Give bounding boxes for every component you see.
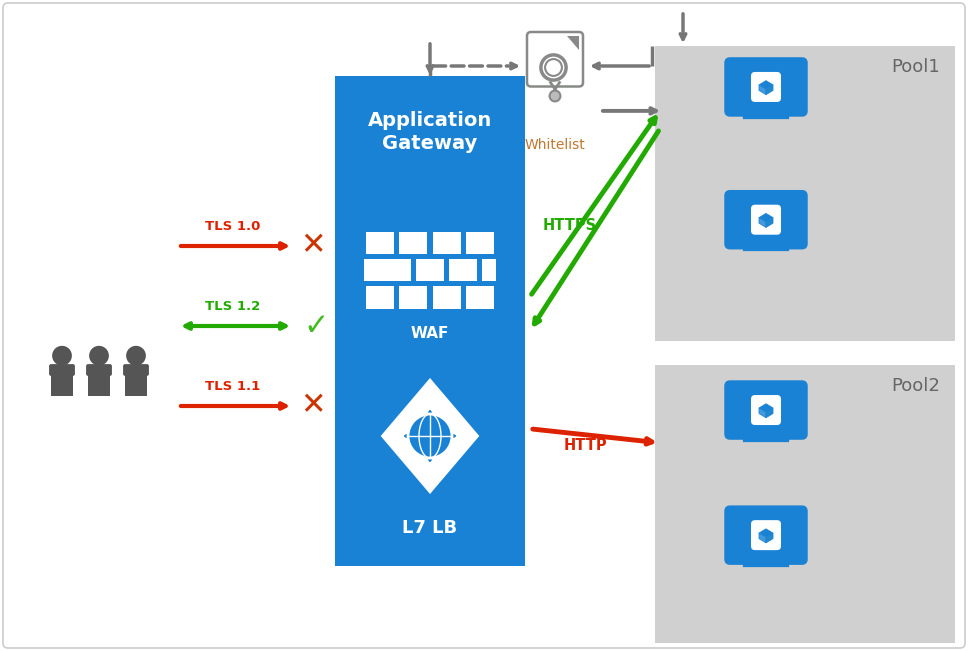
Polygon shape	[766, 217, 773, 227]
Text: TLS 1.0: TLS 1.0	[205, 220, 260, 233]
Circle shape	[541, 55, 566, 80]
FancyBboxPatch shape	[726, 507, 806, 563]
Polygon shape	[759, 85, 766, 94]
Text: Pool1: Pool1	[892, 58, 940, 76]
Circle shape	[52, 346, 72, 366]
Text: ✕: ✕	[300, 391, 326, 421]
Polygon shape	[766, 85, 773, 94]
Circle shape	[550, 90, 560, 102]
Polygon shape	[759, 533, 766, 543]
Text: HTTP: HTTP	[563, 439, 607, 454]
FancyBboxPatch shape	[726, 382, 806, 438]
Circle shape	[89, 346, 108, 366]
FancyBboxPatch shape	[751, 395, 781, 425]
Polygon shape	[766, 408, 773, 418]
FancyBboxPatch shape	[482, 259, 496, 281]
FancyBboxPatch shape	[383, 259, 411, 281]
Polygon shape	[759, 529, 773, 537]
FancyBboxPatch shape	[367, 232, 395, 254]
Polygon shape	[567, 36, 579, 49]
Polygon shape	[759, 81, 773, 89]
Text: Pool2: Pool2	[892, 377, 940, 395]
FancyBboxPatch shape	[86, 364, 112, 376]
FancyBboxPatch shape	[400, 286, 428, 309]
FancyBboxPatch shape	[335, 76, 525, 566]
Text: Whitelist: Whitelist	[525, 138, 586, 152]
FancyBboxPatch shape	[367, 286, 395, 309]
FancyBboxPatch shape	[655, 365, 955, 643]
FancyBboxPatch shape	[726, 191, 806, 247]
FancyBboxPatch shape	[751, 520, 781, 550]
Circle shape	[408, 414, 452, 458]
Polygon shape	[759, 408, 766, 418]
FancyBboxPatch shape	[655, 46, 955, 341]
FancyBboxPatch shape	[416, 259, 444, 281]
FancyBboxPatch shape	[433, 232, 461, 254]
Polygon shape	[766, 533, 773, 543]
Polygon shape	[380, 378, 479, 494]
Text: Application
Gateway: Application Gateway	[368, 111, 492, 153]
Polygon shape	[51, 367, 73, 396]
FancyBboxPatch shape	[433, 286, 461, 309]
FancyBboxPatch shape	[751, 72, 781, 102]
Circle shape	[545, 59, 561, 76]
Polygon shape	[759, 214, 773, 222]
Text: L7 LB: L7 LB	[403, 519, 458, 537]
FancyBboxPatch shape	[449, 259, 477, 281]
FancyBboxPatch shape	[400, 232, 428, 254]
FancyBboxPatch shape	[751, 204, 781, 235]
FancyBboxPatch shape	[466, 232, 494, 254]
Polygon shape	[125, 367, 147, 396]
FancyBboxPatch shape	[123, 364, 149, 376]
Text: TLS 1.2: TLS 1.2	[205, 300, 260, 313]
Text: WAF: WAF	[410, 326, 449, 341]
FancyBboxPatch shape	[3, 3, 965, 648]
FancyBboxPatch shape	[364, 259, 392, 281]
FancyBboxPatch shape	[49, 364, 75, 376]
Polygon shape	[759, 404, 773, 412]
Text: ✕: ✕	[300, 232, 326, 260]
Polygon shape	[88, 367, 110, 396]
Text: TLS 1.1: TLS 1.1	[205, 380, 260, 393]
Circle shape	[126, 346, 146, 366]
FancyBboxPatch shape	[466, 286, 494, 309]
Text: HTTPS: HTTPS	[543, 219, 597, 234]
Polygon shape	[759, 217, 766, 227]
Text: ✓: ✓	[303, 311, 329, 340]
FancyBboxPatch shape	[527, 32, 583, 87]
FancyBboxPatch shape	[726, 59, 806, 115]
